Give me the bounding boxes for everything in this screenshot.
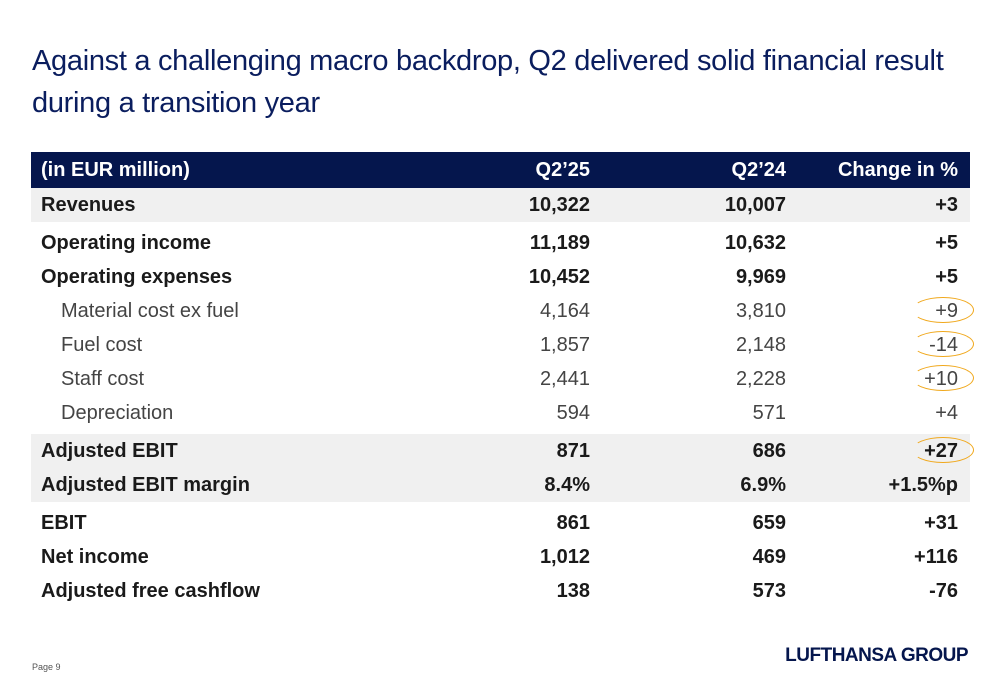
- row-label: Net income: [41, 545, 149, 568]
- row-label: Operating income: [41, 231, 212, 254]
- row-q2-24: 3,810: [735, 299, 786, 322]
- table-row: Material cost ex fuel 4,164 3,810 +9: [31, 294, 974, 328]
- row-q2-24: 573: [752, 579, 786, 602]
- row-q2-25: 10,322: [528, 193, 590, 216]
- row-label: Depreciation: [61, 401, 174, 424]
- row-change: +3: [935, 193, 958, 216]
- row-change: +5: [935, 231, 958, 254]
- table-row: EBIT 861 659 +31: [31, 506, 970, 540]
- table-row: Revenues 10,322 10,007 +3: [31, 188, 970, 222]
- row-q2-25: 4,164: [539, 299, 590, 322]
- page-number: Page 9: [32, 662, 61, 672]
- row-q2-24: 2,148: [735, 333, 786, 356]
- row-change: +116: [914, 545, 958, 568]
- row-q2-25: 1,857: [539, 333, 590, 356]
- row-q2-25: 861: [556, 511, 590, 534]
- company-logo: LUFTHANSA GROUP: [785, 645, 968, 666]
- financial-table: (in EUR million) Q2’25 Q2’24 Change in %…: [31, 152, 974, 608]
- row-change: +31: [924, 511, 958, 534]
- table-header: (in EUR million) Q2’25 Q2’24 Change in %: [31, 152, 970, 188]
- header-q2-25: Q2’25: [535, 158, 590, 181]
- row-q2-25: 10,452: [528, 265, 590, 288]
- row-label: Adjusted EBIT: [41, 439, 178, 462]
- highlight-circle: [912, 297, 974, 323]
- row-label: Adjusted EBIT margin: [41, 473, 250, 496]
- row-q2-25: 871: [556, 439, 590, 462]
- row-q2-25: 1,012: [539, 545, 590, 568]
- slide-title: Against a challenging macro backdrop, Q2…: [32, 45, 944, 119]
- row-q2-24: 6.9%: [740, 473, 786, 496]
- table-row: Adjusted EBIT margin 8.4% 6.9% +1.5%p: [31, 468, 970, 502]
- row-q2-25: 138: [556, 579, 590, 602]
- row-label: Fuel cost: [61, 333, 143, 356]
- header-change: Change in %: [837, 158, 958, 181]
- row-q2-25: 8.4%: [544, 473, 590, 496]
- row-q2-24: 659: [752, 511, 786, 534]
- table-row: Fuel cost 1,857 2,148 -14: [31, 328, 974, 362]
- row-q2-25: 594: [556, 401, 590, 424]
- header-q2-24: Q2’24: [731, 158, 786, 181]
- row-q2-24: 686: [752, 439, 786, 462]
- row-q2-24: 9,969: [735, 265, 786, 288]
- highlight-circle: [912, 437, 974, 463]
- row-q2-24: 2,228: [735, 367, 786, 390]
- row-label: EBIT: [41, 511, 87, 534]
- row-q2-24: 10,007: [724, 193, 786, 216]
- row-change: -76: [929, 579, 958, 602]
- highlight-circle: [912, 365, 974, 391]
- table-row: Depreciation 594 571 +4: [31, 396, 970, 430]
- row-label: Revenues: [41, 193, 136, 216]
- highlight-circle: [912, 331, 974, 357]
- row-label: Material cost ex fuel: [61, 299, 239, 322]
- row-q2-25: 2,441: [539, 367, 590, 390]
- header-label: (in EUR million): [41, 158, 190, 181]
- row-label: Operating expenses: [41, 265, 233, 288]
- table-row: Net income 1,012 469 +116: [31, 540, 970, 574]
- row-change: +1.5%p: [888, 473, 958, 496]
- row-q2-24: 571: [752, 401, 786, 424]
- table-row: Staff cost 2,441 2,228 +10: [31, 362, 974, 396]
- row-label: Staff cost: [61, 367, 145, 390]
- table-row: Operating expenses 10,452 9,969 +5: [31, 260, 970, 294]
- row-change: +5: [935, 265, 958, 288]
- row-q2-24: 469: [752, 545, 786, 568]
- row-change: +4: [935, 401, 958, 424]
- row-q2-24: 10,632: [724, 231, 786, 254]
- table-row: Operating income 11,189 10,632 +5: [31, 226, 970, 260]
- table-row: Adjusted free cashflow 138 573 -76: [31, 574, 970, 608]
- row-label: Adjusted free cashflow: [41, 579, 260, 602]
- row-q2-25: 11,189: [529, 231, 590, 254]
- table-row: Adjusted EBIT 871 686 +27: [31, 434, 974, 468]
